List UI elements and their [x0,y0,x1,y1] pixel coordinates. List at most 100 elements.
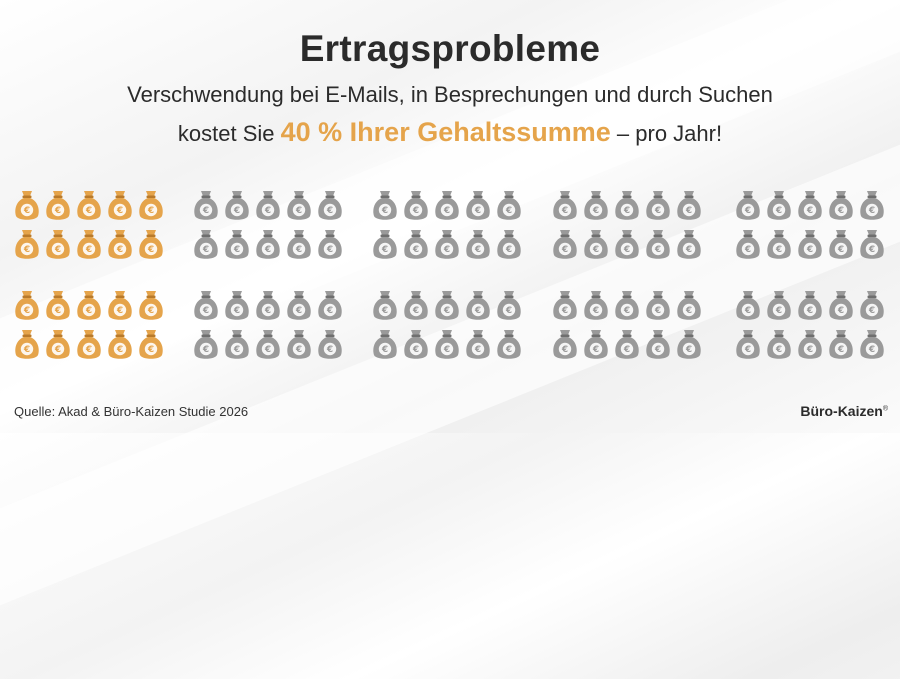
money-bag-euro-icon: € [497,230,521,259]
money-bag-euro-icon: € [646,291,670,320]
money-bag-euro-icon: € [736,291,760,320]
money-bag-euro-icon: € [677,230,701,259]
money-bag-euro-icon: € [194,291,218,320]
money-bag-euro-icon: € [373,291,397,320]
money-bag-euro-icon: € [646,330,670,359]
money-bag-euro-icon: € [287,291,311,320]
svg-text:€: € [775,206,782,216]
svg-text:€: € [116,245,123,255]
svg-text:€: € [233,345,240,355]
svg-text:€: € [775,306,782,316]
money-bag-euro-icon: € [646,230,670,259]
svg-text:€: € [233,245,240,255]
svg-text:€: € [868,206,875,216]
svg-text:€: € [685,245,692,255]
svg-text:€: € [295,306,302,316]
svg-text:€: € [505,306,512,316]
cost-statement-pre: kostet Sie [177,121,281,146]
money-bag-euro-icon: € [497,291,521,320]
money-bag-euro-icon: € [46,330,70,359]
svg-text:€: € [264,245,271,255]
svg-text:€: € [326,345,333,355]
svg-text:€: € [474,345,481,355]
svg-text:€: € [326,206,333,216]
money-bag-euro-icon: € [767,291,791,320]
money-bag-euro-icon: € [287,191,311,220]
money-bag-euro-icon: € [46,191,70,220]
svg-text:€: € [592,345,599,355]
svg-text:€: € [744,245,751,255]
money-bag-euro-icon: € [256,330,280,359]
money-bag-euro-icon: € [194,191,218,220]
money-bag-euro-icon: € [860,291,884,320]
svg-text:€: € [685,206,692,216]
money-bag-euro-icon: € [497,191,521,220]
svg-text:€: € [592,306,599,316]
svg-text:€: € [443,245,450,255]
money-bag-euro-icon: € [108,230,132,259]
money-bag-euro-icon: € [466,230,490,259]
page-title: Ertragsprobleme [299,28,601,69]
money-bag-euro-icon: € [404,291,428,320]
svg-text:€: € [654,345,661,355]
money-bag-grid: € € € € € € € € € € € € € € € € € € € € € € € € € € € € € € € € € € € € € € € €… [15,191,884,359]
money-bag-euro-icon: € [287,230,311,259]
money-bag-euro-icon: € [553,191,577,220]
svg-text:€: € [443,306,450,316]
svg-text:€: € [54,206,61,216]
money-bag-euro-icon: € [435,330,459,359]
svg-text:€: € [23,306,30,316]
svg-text:€: € [806,206,813,216]
money-bag-euro-icon: € [46,230,70,259]
money-bag-euro-icon: € [373,230,397,259]
svg-text:€: € [744,306,751,316]
source-note: Quelle: Akad & Büro-Kaizen Studie 2026 [14,404,249,419]
money-bag-euro-icon: € [77,291,101,320]
money-bag-euro-icon: € [584,191,608,220]
money-bag-euro-icon: € [15,330,39,359]
svg-text:€: € [623,345,630,355]
money-bag-euro-icon: € [677,191,701,220]
svg-text:€: € [685,345,692,355]
svg-text:€: € [412,206,419,216]
money-bag-euro-icon: € [860,191,884,220]
svg-text:€: € [381,206,388,216]
money-bag-euro-icon: € [615,230,639,259]
money-bag-euro-icon: € [256,230,280,259]
svg-text:€: € [837,206,844,216]
money-bag-euro-icon: € [15,291,39,320]
svg-text:€: € [561,306,568,316]
svg-text:€: € [116,345,123,355]
svg-text:€: € [147,306,154,316]
money-bag-euro-icon: € [318,191,342,220]
svg-text:€: € [295,245,302,255]
svg-text:€: € [837,306,844,316]
svg-text:€: € [623,245,630,255]
money-bag-euro-icon: € [373,330,397,359]
money-bag-euro-icon: € [225,291,249,320]
svg-text:€: € [264,345,271,355]
svg-text:€: € [116,206,123,216]
money-bag-euro-icon: € [225,230,249,259]
money-bag-euro-icon: € [287,330,311,359]
svg-text:€: € [54,345,61,355]
money-bag-euro-icon: € [798,330,822,359]
money-bag-euro-icon: € [829,291,853,320]
svg-text:€: € [505,206,512,216]
svg-text:€: € [623,306,630,316]
svg-text:€: € [326,245,333,255]
svg-text:€: € [806,345,813,355]
svg-text:€: € [775,345,782,355]
svg-text:€: € [202,345,209,355]
money-bag-euro-icon: € [553,330,577,359]
svg-text:€: € [147,245,154,255]
money-bag-euro-icon: € [860,330,884,359]
money-bag-euro-icon: € [829,330,853,359]
svg-text:€: € [233,206,240,216]
svg-text:€: € [295,206,302,216]
money-bag-euro-icon: € [225,330,249,359]
money-bag-euro-icon: € [435,191,459,220]
svg-text:€: € [412,245,419,255]
money-bag-euro-icon: € [318,230,342,259]
svg-text:€: € [202,245,209,255]
